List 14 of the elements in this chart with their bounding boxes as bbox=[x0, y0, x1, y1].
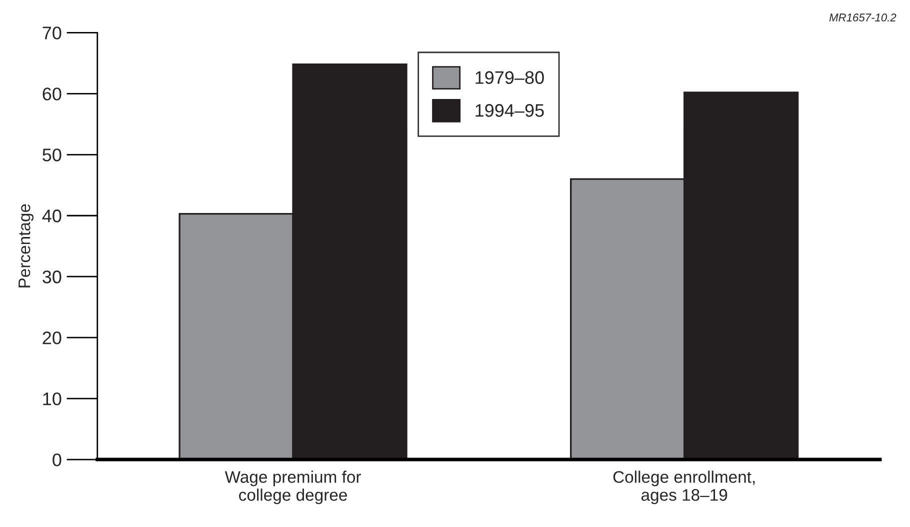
y-tick-label: 0 bbox=[52, 453, 62, 466]
y-tick-label: 60 bbox=[42, 88, 62, 100]
y-tick-label: 30 bbox=[42, 270, 62, 284]
y-tick-label: 10 bbox=[43, 392, 62, 406]
x-tick-label: College enrollment, ages 18–19 bbox=[613, 470, 755, 504]
legend-label: 1994–95 bbox=[476, 104, 544, 117]
text: MR1657-10.2 bbox=[829, 14, 896, 22]
y-tick-label: 50 bbox=[42, 148, 62, 162]
y-axis-title: Percentage bbox=[18, 204, 34, 288]
legend-label: 1979–80 bbox=[476, 71, 544, 84]
x-tick-label: Wage premium for college degree bbox=[224, 470, 361, 504]
y-tick-label: 40 bbox=[42, 210, 62, 222]
y-tick-label: 20 bbox=[42, 332, 62, 344]
y-tick-label: 70 bbox=[42, 26, 62, 40]
